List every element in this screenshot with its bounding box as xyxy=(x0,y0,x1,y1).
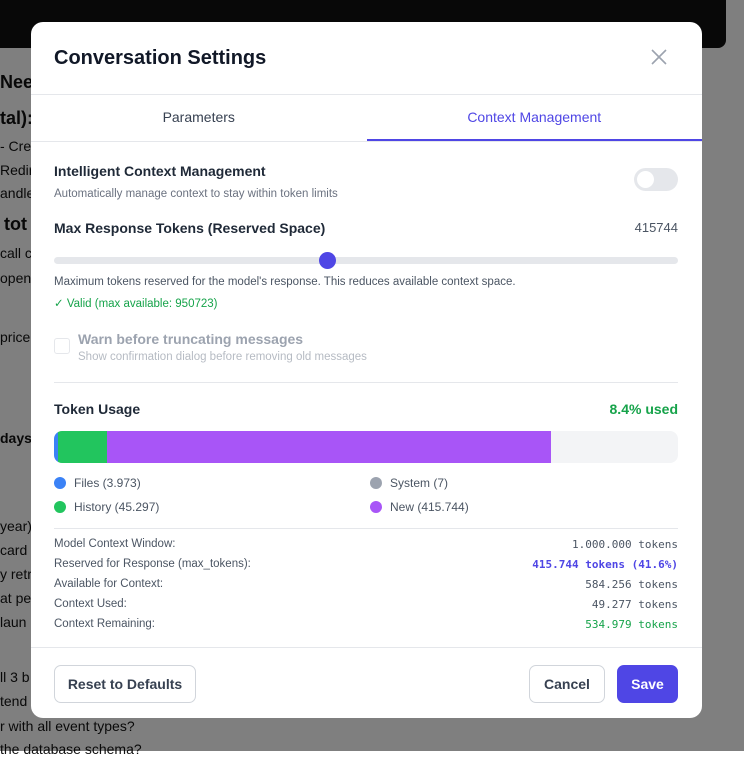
stat-value: 534.979 tokens xyxy=(585,618,678,631)
max-tokens-help: Maximum tokens reserved for the model's … xyxy=(54,276,516,288)
slider-thumb[interactable] xyxy=(318,252,336,269)
legend-new: New (415.744) xyxy=(370,500,469,514)
stat-label: Model Context Window: xyxy=(54,538,176,550)
conversation-settings-dialog: Conversation Settings Parameters Context… xyxy=(31,22,702,718)
max-tokens-slider[interactable] xyxy=(54,252,678,269)
stat-label: Context Used: xyxy=(54,598,127,610)
divider xyxy=(54,528,678,529)
bar-segment-files xyxy=(54,431,59,463)
stat-row: Reserved for Response (max_tokens): 415.7… xyxy=(54,558,678,571)
stat-row: Model Context Window: 1.000.000 tokens xyxy=(54,538,678,551)
legend-system: System (7) xyxy=(370,476,448,490)
bar-segment-history xyxy=(58,431,107,463)
stat-value: 1.000.000 tokens xyxy=(572,538,678,551)
warn-truncate-label: Warn before truncating messages xyxy=(78,331,304,347)
stat-label: Available for Context: xyxy=(54,578,164,590)
tab-context-management[interactable]: Context Management xyxy=(366,95,702,141)
dialog-header: Conversation Settings xyxy=(31,22,702,95)
reset-defaults-button[interactable]: Reset to Defaults xyxy=(54,665,196,703)
close-icon[interactable] xyxy=(650,48,668,66)
stat-value: 584.256 tokens xyxy=(585,578,678,591)
stat-value: 49.277 tokens xyxy=(591,598,678,611)
stat-value: 415.744 tokens (41.6%) xyxy=(532,558,678,571)
token-usage-percent: 8.4% used xyxy=(609,401,678,417)
max-response-tokens-label: Max Response Tokens (Reserved Space) xyxy=(54,220,326,236)
bar-segment-new xyxy=(106,431,551,463)
legend-files: Files (3.973) xyxy=(54,476,141,490)
new-dot-icon xyxy=(370,501,382,513)
stat-label: Reserved for Response (max_tokens): xyxy=(54,558,251,570)
max-response-tokens-value: 415744 xyxy=(634,220,678,235)
stat-row: Context Remaining: 534.979 tokens xyxy=(54,618,678,631)
save-button[interactable]: Save xyxy=(617,665,678,703)
legend-history-label: History (45.297) xyxy=(74,500,160,514)
intelligent-context-label: Intelligent Context Management xyxy=(54,163,266,179)
context-management-panel: Intelligent Context Management Automatic… xyxy=(31,142,702,648)
history-dot-icon xyxy=(54,501,66,513)
warn-truncate-description: Show confirmation dialog before removing… xyxy=(78,351,367,363)
dialog-title: Conversation Settings xyxy=(54,47,267,69)
divider xyxy=(54,382,678,383)
legend-new-label: New (415.744) xyxy=(390,500,469,514)
max-tokens-valid: ✓ Valid (max available: 950723) xyxy=(54,298,218,310)
legend-history: History (45.297) xyxy=(54,500,159,514)
stat-label: Context Remaining: xyxy=(54,618,155,630)
legend-files-label: Files (3.973) xyxy=(74,476,141,490)
system-dot-icon xyxy=(370,477,382,489)
stat-row: Context Used: 49.277 tokens xyxy=(54,598,678,611)
tab-parameters[interactable]: Parameters xyxy=(162,109,235,125)
token-usage-title: Token Usage xyxy=(54,401,141,417)
cancel-button[interactable]: Cancel xyxy=(529,665,605,703)
intelligent-context-toggle[interactable] xyxy=(634,168,678,191)
warn-truncate-checkbox[interactable] xyxy=(54,338,70,354)
intelligent-context-description: Automatically manage context to stay wit… xyxy=(54,188,338,200)
legend-system-label: System (7) xyxy=(390,476,449,490)
token-usage-bar xyxy=(54,431,678,463)
tab-bar: Parameters Context Management xyxy=(31,95,702,142)
files-dot-icon xyxy=(54,477,66,489)
stat-row: Available for Context: 584.256 tokens xyxy=(54,578,678,591)
